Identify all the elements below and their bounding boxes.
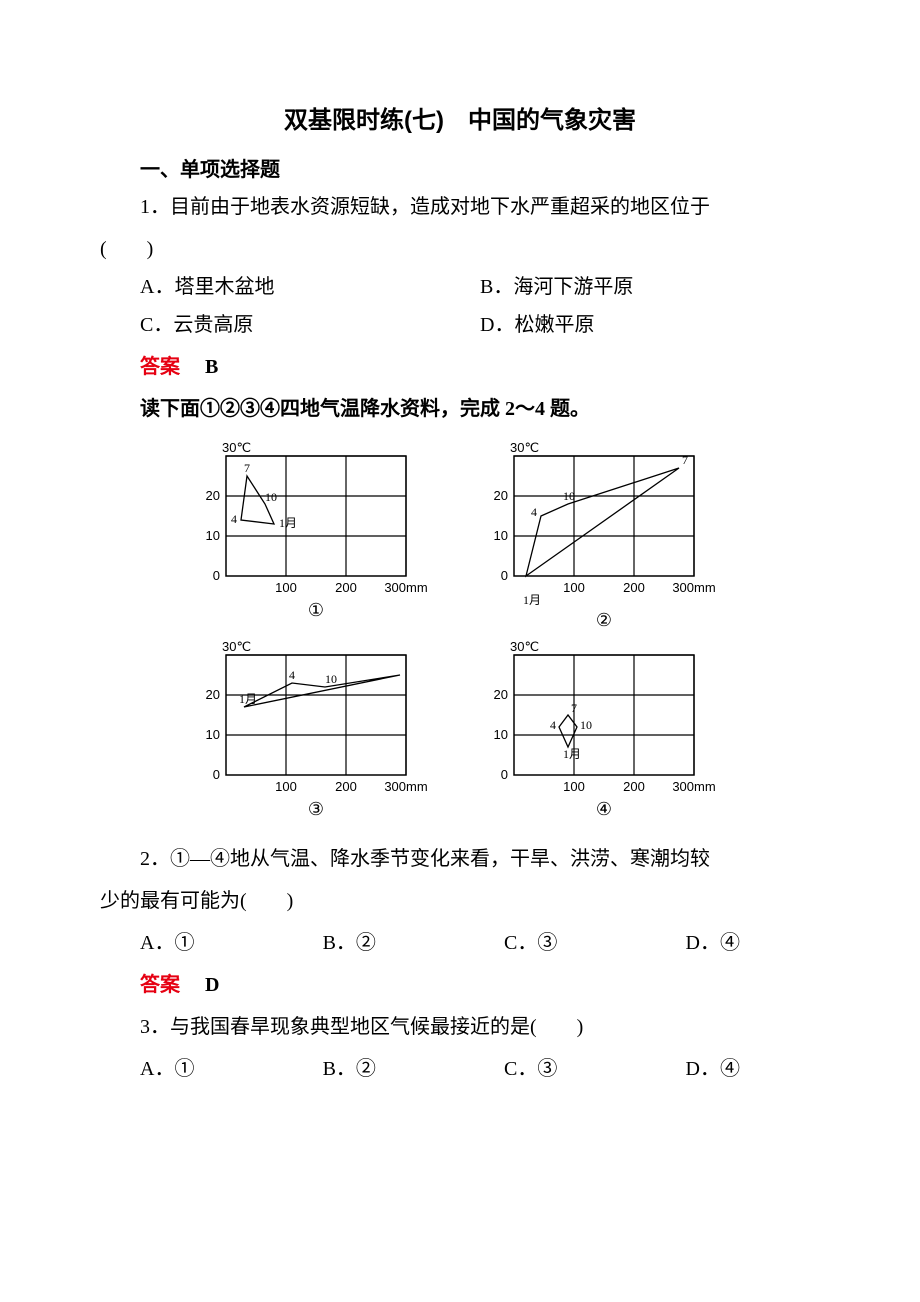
q3-options: A．① B．② C．③ D．④	[100, 1050, 820, 1088]
svg-text:100: 100	[275, 779, 297, 794]
svg-text:20: 20	[494, 687, 508, 702]
q1-options-row1: A．塔里木盆地 B．海河下游平原	[100, 268, 820, 306]
q1-options-row2: C．云贵高原 D．松嫩平原	[100, 306, 820, 344]
svg-text:100: 100	[275, 580, 297, 595]
chart-2-label: ②	[596, 610, 612, 631]
svg-text:30℃: 30℃	[222, 639, 251, 654]
svg-text:4: 4	[289, 668, 295, 682]
q3-option-b: B．②	[323, 1050, 376, 1088]
svg-text:30℃: 30℃	[510, 639, 539, 654]
svg-text:10: 10	[206, 528, 220, 543]
q1-option-a: A．塔里木盆地	[140, 268, 480, 306]
svg-text:4: 4	[231, 512, 237, 526]
q1-option-b: B．海河下游平原	[480, 268, 820, 306]
q3-text: 3．与我国春旱现象典型地区气候最接近的是( )	[100, 1008, 820, 1046]
svg-text:300mm: 300mm	[384, 580, 427, 595]
charts-row-1: 0 10 20 30℃ 100 200 300mm 7 10 4 1月 ① 0 10 20 30℃ 100 2…	[186, 438, 734, 631]
q3-option-d: D．④	[686, 1050, 740, 1088]
chart-2-svg: 0 10 20 30℃ 100 200 300mm 4 10 7 1月	[474, 438, 734, 608]
svg-text:4: 4	[550, 718, 556, 732]
svg-text:0: 0	[501, 568, 508, 583]
svg-text:300mm: 300mm	[384, 779, 427, 794]
q3-option-c: C．③	[504, 1050, 557, 1088]
section-heading: 一、单项选择题	[100, 153, 820, 182]
svg-text:20: 20	[494, 488, 508, 503]
svg-text:1月: 1月	[523, 593, 541, 607]
q2-option-b: B．②	[323, 924, 376, 962]
chart-4-label: ④	[596, 799, 612, 820]
svg-text:200: 200	[335, 580, 357, 595]
svg-text:1月: 1月	[239, 692, 257, 706]
svg-text:200: 200	[623, 779, 645, 794]
answer-value: D	[205, 974, 219, 996]
q2-cont: 少的最有可能为( )	[100, 882, 820, 920]
svg-text:10: 10	[494, 528, 508, 543]
instruction-2-4: 读下面①②③④四地气温降水资料，完成 2～4 题。	[100, 390, 820, 428]
chart-2: 0 10 20 30℃ 100 200 300mm 4 10 7 1月 ②	[474, 438, 734, 631]
svg-text:0: 0	[213, 767, 220, 782]
q2-option-d: D．④	[686, 924, 740, 962]
chart-1: 0 10 20 30℃ 100 200 300mm 7 10 4 1月 ①	[186, 438, 446, 631]
q2-text: 2．①—④地从气温、降水季节变化来看，干旱、洪涝、寒潮均较	[100, 840, 820, 878]
chart-4: 0 10 20 30℃ 100 200 300mm 7 4 10 1月 ④	[474, 637, 734, 820]
svg-text:100: 100	[563, 779, 585, 794]
q1-text: 1．目前由于地表水资源短缺，造成对地下水严重超采的地区位于	[100, 188, 820, 226]
svg-text:0: 0	[213, 568, 220, 583]
q2-options: A．① B．② C．③ D．④	[100, 924, 820, 962]
svg-text:20: 20	[206, 488, 220, 503]
svg-text:10: 10	[206, 727, 220, 742]
svg-text:300mm: 300mm	[672, 779, 715, 794]
chart-1-label: ①	[308, 600, 324, 621]
page: 双基限时练(七) 中国的气象灾害 一、单项选择题 1．目前由于地表水资源短缺，造…	[0, 0, 920, 1148]
chart-4-svg: 0 10 20 30℃ 100 200 300mm 7 4 10 1月	[474, 637, 734, 797]
q1-option-c: C．云贵高原	[140, 306, 480, 344]
chart-1-svg: 0 10 20 30℃ 100 200 300mm 7 10 4 1月	[186, 438, 446, 598]
svg-text:1月: 1月	[279, 516, 297, 530]
answer-label: 答案	[140, 356, 180, 378]
chart-3: 0 10 20 30℃ 100 200 300mm 1月 4 10 ③	[186, 637, 446, 820]
svg-text:10: 10	[563, 489, 575, 503]
svg-text:200: 200	[335, 779, 357, 794]
q1-option-d: D．松嫩平原	[480, 306, 820, 344]
svg-text:30℃: 30℃	[510, 440, 539, 455]
q2-option-c: C．③	[504, 924, 557, 962]
svg-text:300mm: 300mm	[672, 580, 715, 595]
svg-text:0: 0	[501, 767, 508, 782]
svg-text:200: 200	[623, 580, 645, 595]
svg-text:7: 7	[244, 461, 250, 475]
svg-text:30℃: 30℃	[222, 440, 251, 455]
svg-text:20: 20	[206, 687, 220, 702]
charts-row-2: 0 10 20 30℃ 100 200 300mm 1月 4 10 ③ 0 10 20 30℃ 100 20…	[186, 637, 734, 820]
charts: 0102030℃100200300mm71041月 ① 0102030℃1002…	[100, 438, 820, 826]
svg-text:10: 10	[494, 727, 508, 742]
answer-value: B	[205, 356, 218, 378]
answer-label: 答案	[140, 974, 180, 996]
q2-option-a: A．①	[140, 924, 194, 962]
q3-option-a: A．①	[140, 1050, 194, 1088]
svg-text:10: 10	[580, 718, 592, 732]
svg-text:7: 7	[682, 453, 688, 467]
svg-text:7: 7	[571, 701, 577, 715]
svg-text:100: 100	[563, 580, 585, 595]
page-title: 双基限时练(七) 中国的气象灾害	[100, 100, 820, 135]
q1-answer: 答案 B	[100, 348, 820, 386]
chart-3-label: ③	[308, 799, 324, 820]
svg-text:4: 4	[531, 505, 537, 519]
svg-text:1月: 1月	[563, 747, 581, 761]
chart-3-svg: 0 10 20 30℃ 100 200 300mm 1月 4 10	[186, 637, 446, 797]
svg-text:10: 10	[325, 672, 337, 686]
q1-paren: ( )	[100, 230, 820, 268]
svg-text:10: 10	[265, 490, 277, 504]
q2-answer: 答案 D	[100, 966, 820, 1004]
